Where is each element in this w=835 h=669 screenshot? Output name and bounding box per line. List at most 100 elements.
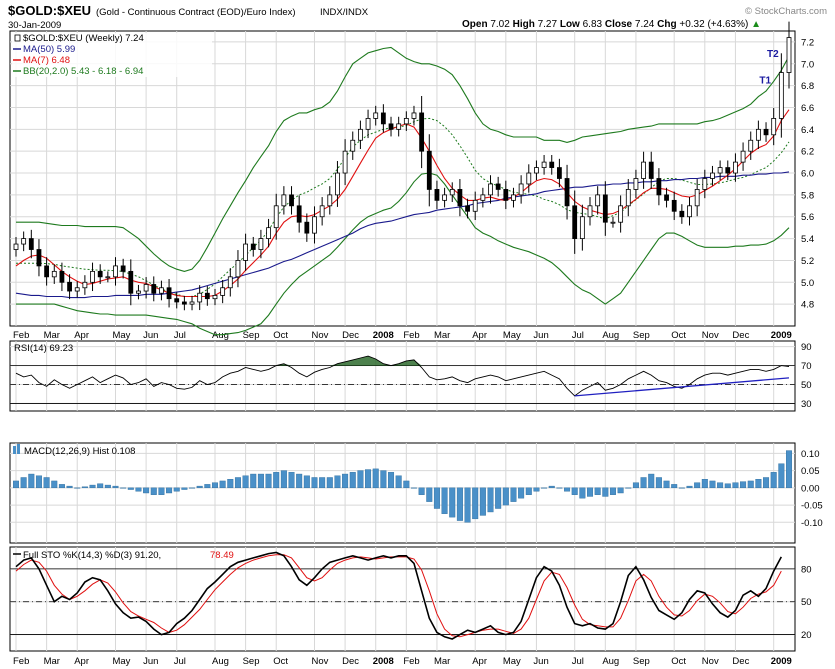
macd-hist-bar [127,487,134,490]
high-label: High [513,19,535,30]
macd-hist-bar [104,484,111,489]
candle-body [679,210,685,218]
candle-body [120,265,126,272]
chg-label: Chg [657,19,676,30]
macd-tick-label: -0.05 [801,501,823,512]
bb-lower-line [16,172,790,336]
macd-hist-bar [303,475,310,489]
macd-hist-bar [632,482,639,489]
candle-body [90,270,95,283]
bottom-x-tick-label: Aug [602,656,619,667]
bottom-x-tick-label: May [112,656,130,667]
macd-hist-bar [43,477,50,489]
chg-value: +0.32 (+4.63%) [679,19,748,30]
candle-body [411,112,417,119]
price-legend-entry: MA(50) 5.99 [23,44,75,55]
ohlc-readout: Open 7.02 High 7.27 Low 6.83 Close 7.24 … [462,19,761,30]
price-x-tick-label: Jun [143,330,158,341]
macd-hist-bar [678,487,685,489]
candle-body [595,194,601,207]
macd-hist-bar [717,482,724,489]
candle-body [710,172,715,179]
sto-tick-label: 50 [801,597,812,608]
price-x-tick-label: Jul [572,330,584,341]
candle-body [304,221,310,234]
macd-hist-bar [158,487,165,495]
macd-hist-bar [778,463,785,489]
macd-hist-bar [747,480,754,489]
candle-body [296,205,302,223]
rsi-tick-label: 90 [801,342,812,353]
rsi-tick-label: 30 [801,399,812,410]
candle-body [113,265,118,278]
price-tick-label: 5.4 [801,234,814,245]
candle-body [449,189,455,196]
macd-hist-bar [58,484,65,489]
candle-body [197,292,203,303]
candle-body [419,112,425,152]
sto-k-line [15,551,783,640]
annotation-t2: T2 [767,49,779,60]
price-x-tick-label: Aug [212,330,229,341]
price-legend-entry: $GOLD:$XEU (Weekly) 7.24 [23,33,144,44]
rsi-panel [9,340,796,412]
macd-hist-bar [487,487,494,513]
price-panel [9,30,796,327]
macd-hist-bar [349,472,356,489]
candle-body [442,194,447,201]
annotation-t1: T1 [759,75,771,86]
macd-hist-bar [211,482,218,489]
candle-body [526,172,532,185]
candle-body [740,150,746,163]
bottom-x-tick-label: Jul [572,656,584,667]
stochastic-panel [9,546,796,652]
price-tick-label: 5.2 [801,256,814,267]
macd-hist-bar [12,480,19,489]
macd-hist-bar [319,477,326,489]
candle-body [289,194,294,207]
macd-hist-bar [441,487,448,514]
macd-hist-bar [51,480,58,489]
macd-hist-bar [625,487,632,489]
price-x-tick-label: Apr [472,330,487,341]
candle-body [556,167,562,179]
macd-hist-bar [502,487,509,506]
bottom-x-tick-label: Dec [732,656,749,667]
candle-body [694,189,700,207]
macd-legend-swatch [13,446,16,454]
macd-hist-bar [227,479,234,489]
price-x-tick-label: Dec [342,330,359,341]
candle-body [518,183,524,196]
candle-body [717,167,723,174]
candle-body [488,183,493,196]
macd-hist-bar [403,480,410,489]
bottom-x-tick-label: Sep [633,656,650,667]
price-tick-label: 6.4 [801,125,814,136]
price-tick-label: 4.8 [801,300,814,311]
macd-hist-bar [66,485,73,489]
macd-hist-bar [464,487,471,523]
candle-body [159,287,164,294]
macd-hist-bar [763,477,770,489]
price-x-tick-label: Sep [243,330,260,341]
candle-body [633,178,639,190]
candle-body [181,301,187,305]
price-x-tick-label: Nov [702,330,719,341]
candle-body [266,227,271,239]
macd-tick-label: 0.05 [801,466,820,477]
macd-hist-bar [280,470,287,489]
candle-body [174,298,180,303]
macd-hist-bar [770,472,777,489]
symbol-description: (Gold - Continuous Contract (EOD)/Euro I… [96,7,296,18]
macd-hist-bar [380,470,387,489]
candle-body [778,72,784,119]
macd-hist-bar [510,487,517,502]
price-tick-label: 6.6 [801,103,814,114]
candle-body [67,281,72,292]
bottom-x-tick-label: Nov [702,656,719,667]
macd-hist-bar [724,483,731,489]
candle-body [687,205,692,218]
bottom-x-tick-label: Oct [671,656,686,667]
price-tick-label: 6.2 [801,147,814,158]
